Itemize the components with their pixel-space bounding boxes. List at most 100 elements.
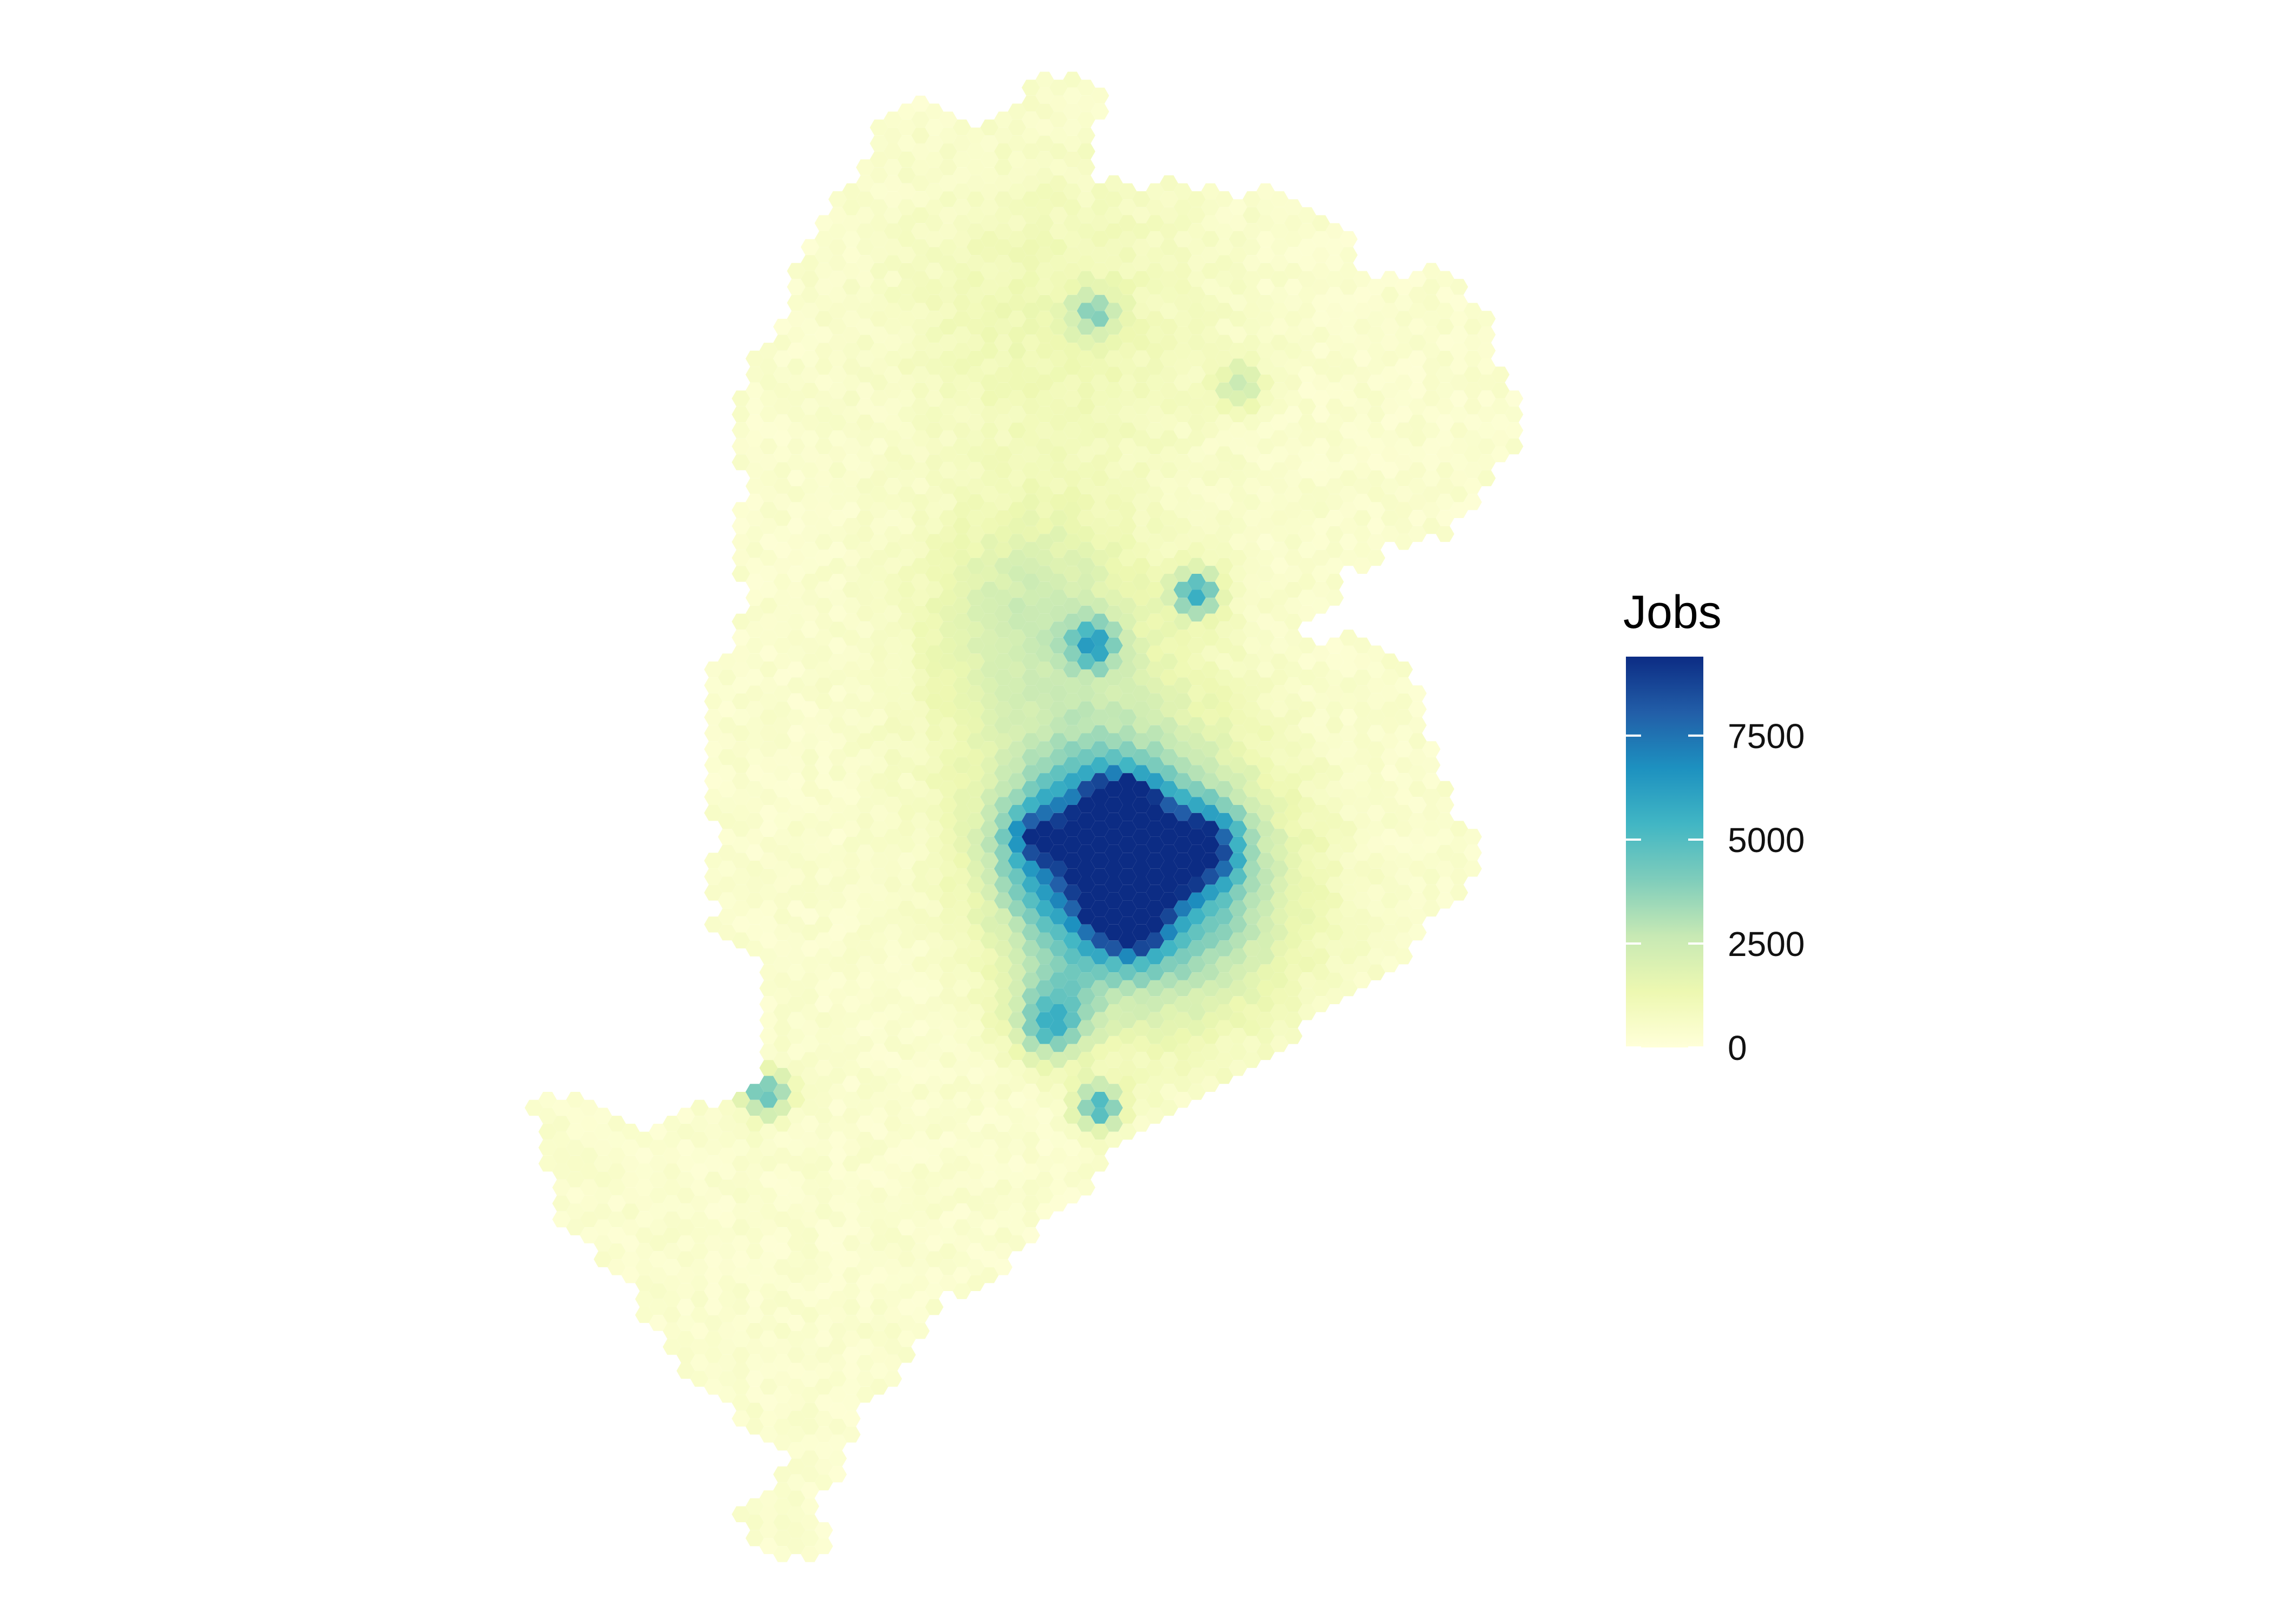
hex-cell <box>1270 813 1289 829</box>
hex-cell <box>1008 1187 1027 1204</box>
hex-cell <box>1049 685 1068 702</box>
hex-cell <box>994 940 1012 957</box>
hex-cell <box>842 1155 861 1172</box>
hex-cell <box>1022 1084 1040 1100</box>
hex-cell <box>1160 621 1178 638</box>
hex-cell <box>1049 1099 1068 1116</box>
hex-cell <box>607 1227 626 1243</box>
hex-cell <box>1339 693 1358 710</box>
hex-cell <box>939 271 957 287</box>
hex-cell <box>1339 725 1358 742</box>
hex-cell <box>1160 637 1178 654</box>
hex-cell <box>746 861 764 877</box>
hex-cell <box>994 1195 1012 1212</box>
hex-cell <box>1201 247 1220 263</box>
hex-cell <box>1284 566 1303 582</box>
hex-cell <box>1160 1052 1178 1068</box>
hex-cell <box>1477 454 1496 470</box>
hex-cell <box>884 605 902 622</box>
hex-cell <box>1049 382 1068 399</box>
hex-cell <box>1035 581 1054 598</box>
hex-cell <box>1270 478 1289 494</box>
hex-cell <box>1105 637 1123 654</box>
hex-cell <box>1215 813 1233 829</box>
hex-cell <box>1160 574 1178 590</box>
hex-cell <box>1201 773 1220 789</box>
hex-cell <box>1353 271 1371 287</box>
hex-cell <box>1118 964 1137 980</box>
hex-cell <box>1353 318 1371 335</box>
hex-cell <box>1325 223 1344 239</box>
hex-cell <box>1311 773 1330 789</box>
hex-cell <box>787 1267 806 1284</box>
hex-cell <box>828 1148 847 1164</box>
hex-cell <box>773 350 792 367</box>
hex-cell <box>814 1123 833 1140</box>
hex-cell <box>870 789 888 805</box>
hex-cell <box>1311 534 1330 550</box>
hex-cell <box>994 1020 1012 1036</box>
hex-cell <box>1022 717 1040 734</box>
hex-cell <box>842 836 861 853</box>
hex-cell <box>1173 836 1192 853</box>
hex-cell <box>801 1322 819 1339</box>
hex-cell <box>828 430 847 447</box>
hex-cell <box>842 741 861 757</box>
hex-cell <box>1077 223 1095 239</box>
hex-cell <box>939 191 957 207</box>
hex-cell <box>1270 637 1289 654</box>
hex-cell <box>842 1123 861 1140</box>
hex-cell <box>1353 765 1371 781</box>
hex-cell <box>1298 462 1316 479</box>
hex-cell <box>704 1379 723 1395</box>
hex-cell <box>1477 375 1496 391</box>
hex-cell <box>828 1163 847 1180</box>
hex-cell <box>1187 446 1206 462</box>
hex-cell <box>1408 382 1427 399</box>
hex-cell <box>1118 757 1137 774</box>
hex-cell <box>925 199 944 215</box>
hex-cell <box>814 326 833 343</box>
hex-cell <box>731 1363 750 1379</box>
hex-cell <box>814 215 833 231</box>
hex-cell <box>1160 988 1178 1004</box>
hex-cell <box>1022 685 1040 702</box>
hex-cell <box>1311 502 1330 518</box>
hex-cell <box>801 303 819 319</box>
hex-cell <box>1146 486 1165 502</box>
hex-cell <box>952 853 971 869</box>
hex-cell <box>1436 861 1454 877</box>
hex-cell <box>1256 470 1275 487</box>
hex-cell <box>897 932 916 948</box>
hex-cell <box>1008 821 1027 837</box>
hex-cell <box>966 143 985 160</box>
hex-cell <box>856 972 874 988</box>
hex-cell <box>1187 366 1206 383</box>
hex-cell <box>1325 430 1344 447</box>
hex-cell <box>1201 980 1220 997</box>
hex-cell <box>1173 1092 1192 1108</box>
hex-cell <box>1063 343 1082 359</box>
hex-cell <box>814 1108 833 1124</box>
hex-cell <box>1008 294 1027 311</box>
hex-cell <box>1325 335 1344 351</box>
hex-cell <box>1243 829 1261 845</box>
hex-cell <box>828 988 847 1004</box>
hex-cell <box>925 821 944 837</box>
hex-cell <box>1422 853 1441 869</box>
hex-cell <box>773 1339 792 1355</box>
hex-cell <box>1146 1012 1165 1029</box>
hex-cell <box>939 303 957 319</box>
hex-cell <box>663 1116 681 1132</box>
hex-cell <box>1449 294 1468 311</box>
hex-cell <box>842 1315 861 1331</box>
hex-cell <box>1132 478 1151 494</box>
hex-cell <box>1201 916 1220 933</box>
hex-cell <box>663 1163 681 1180</box>
hex-cell <box>1173 534 1192 550</box>
hex-cell <box>1339 549 1358 566</box>
hex-cell <box>787 1012 806 1029</box>
hex-cell <box>1160 749 1178 765</box>
hex-cell <box>966 335 985 351</box>
hex-cell <box>1270 191 1289 207</box>
